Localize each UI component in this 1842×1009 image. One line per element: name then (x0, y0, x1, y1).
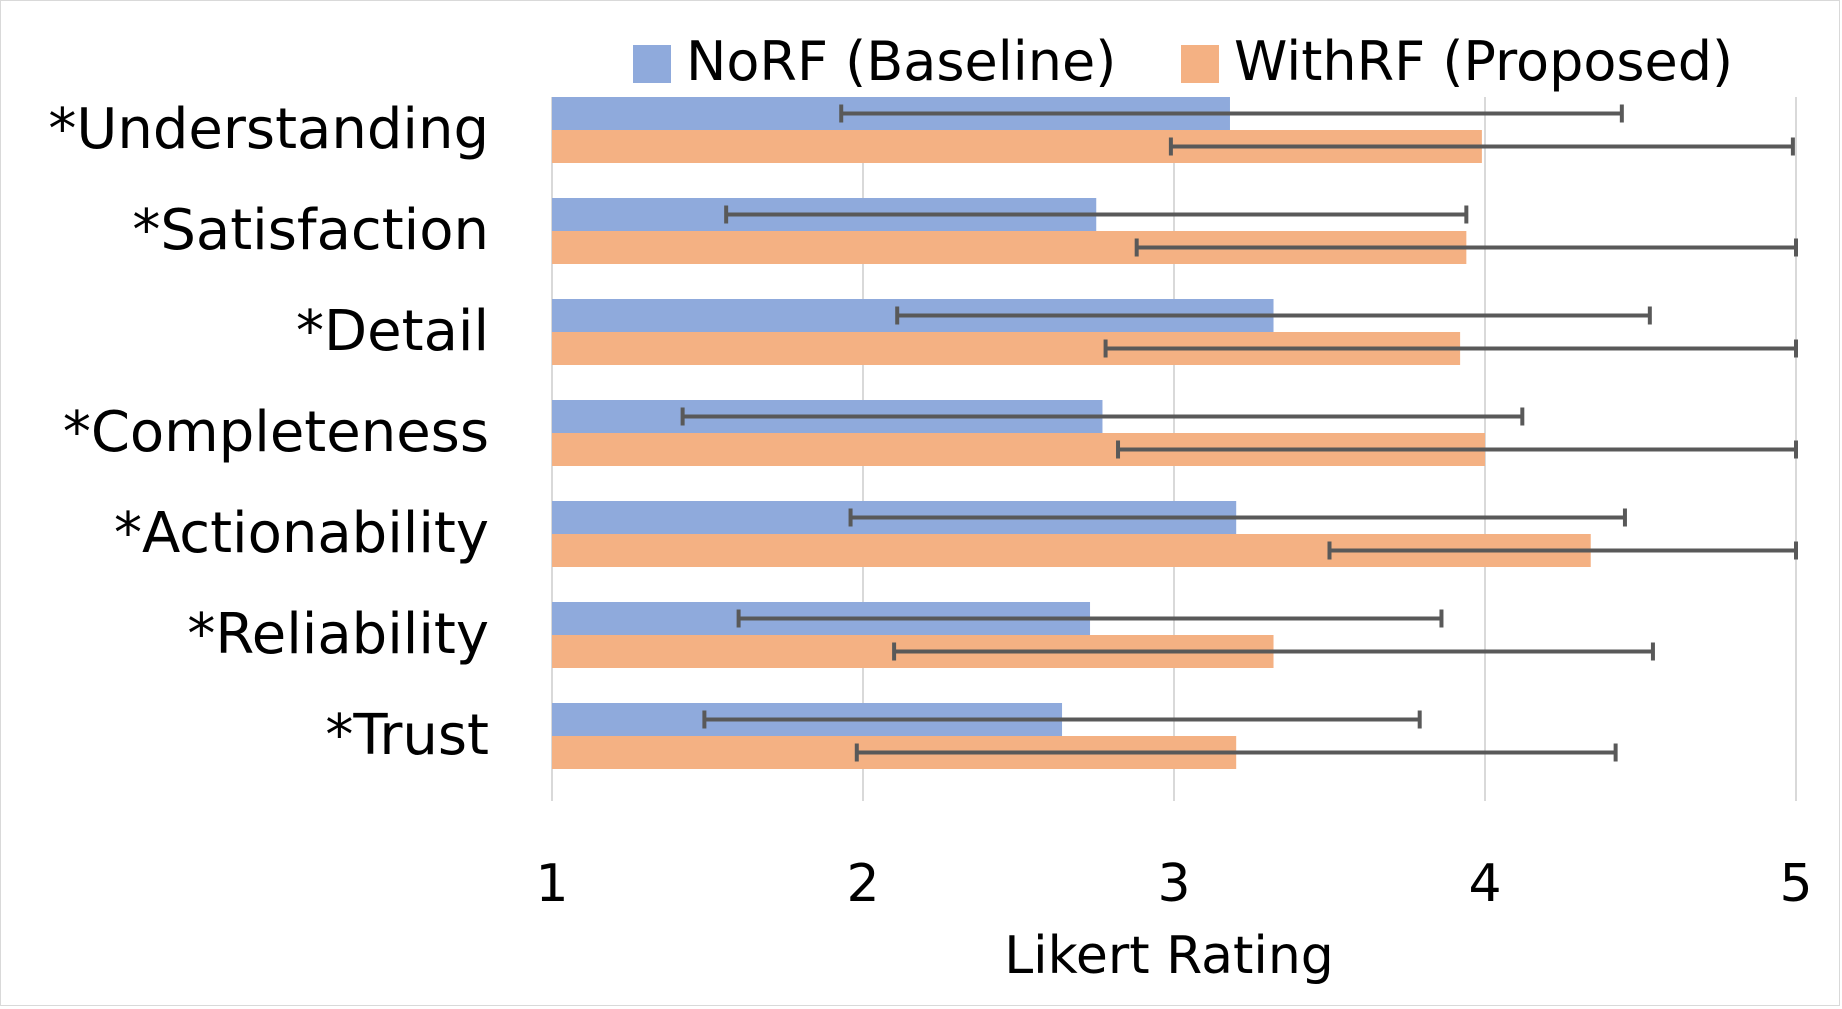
x-axis-title: Likert Rating (1004, 926, 1334, 986)
x-tick-label-1: 1 (535, 854, 568, 914)
category-label-actionability: *Actionability (114, 501, 489, 566)
category-label-detail: *Detail (296, 299, 489, 364)
category-label-reliability: *Reliability (187, 602, 489, 667)
x-axis-ticks: 1 2 3 4 5 (535, 854, 1812, 914)
error-bar-withrf-completeness (1116, 440, 1798, 459)
category-label-trust: *Trust (325, 703, 489, 768)
category-label-understanding: *Understanding (48, 97, 489, 162)
error-bar-norf-actionability (848, 508, 1627, 527)
x-tick-label-5: 5 (1779, 854, 1812, 914)
error-bar-withrf-detail (1103, 339, 1798, 358)
error-bar-withrf-satisfaction (1134, 238, 1798, 257)
legend-label-norf: NoRF (Baseline) (686, 30, 1116, 93)
error-bar-withrf-reliability (892, 642, 1655, 661)
x-tick-label-4: 4 (1468, 854, 1501, 914)
x-tick-label-2: 2 (846, 854, 879, 914)
error-bar-norf-completeness (680, 407, 1525, 426)
legend: NoRF (Baseline) WithRF (Proposed) (633, 30, 1733, 93)
error-bar-norf-trust (702, 710, 1422, 729)
category-labels: *Understanding *Satisfaction *Detail *Compl… (48, 97, 489, 768)
legend-label-withrf: WithRF (Proposed) (1234, 30, 1733, 93)
bars (552, 97, 1591, 769)
error-bars (680, 104, 1798, 762)
error-bar-withrf-understanding (1168, 137, 1795, 156)
category-label-completeness: *Completeness (63, 400, 489, 465)
error-bar-withrf-trust (854, 743, 1618, 762)
legend-swatch-withrf (1181, 45, 1219, 83)
error-bar-norf-reliability (736, 609, 1444, 628)
category-label-satisfaction: *Satisfaction (132, 198, 489, 263)
x-tick-label-3: 3 (1157, 854, 1190, 914)
error-bar-norf-satisfaction (724, 205, 1469, 224)
error-bar-norf-understanding (839, 104, 1624, 123)
error-bar-withrf-actionability (1327, 541, 1798, 560)
legend-swatch-norf (633, 45, 671, 83)
error-bar-norf-detail (895, 306, 1652, 325)
